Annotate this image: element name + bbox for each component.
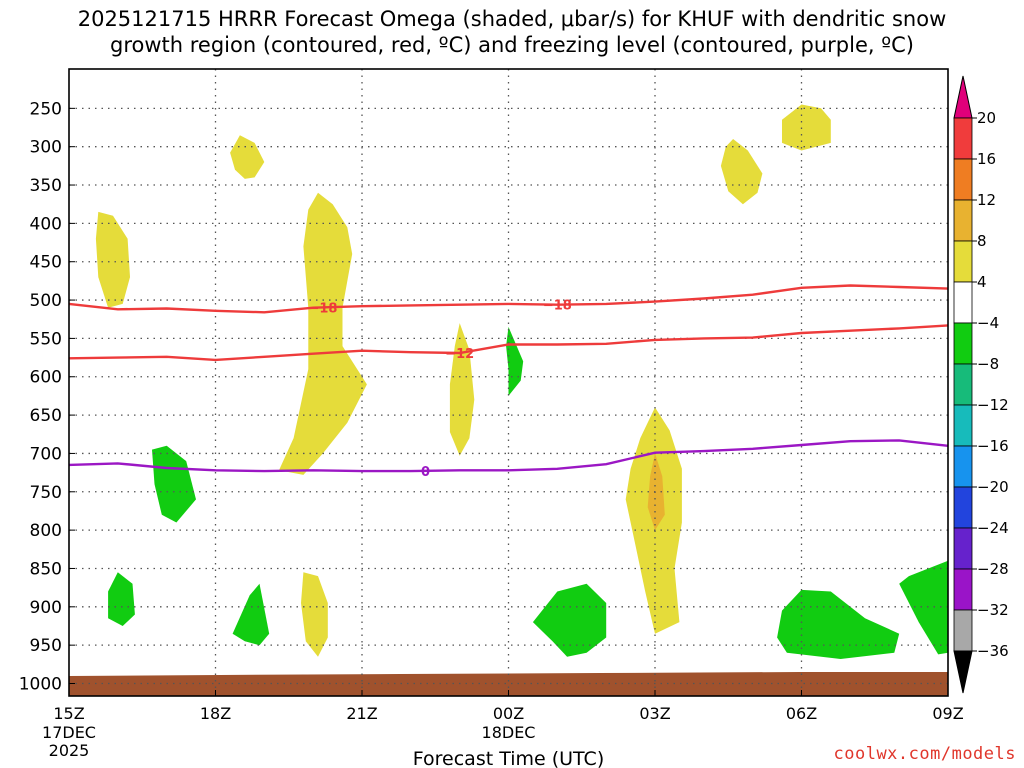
isotherm-label-0-0: 0 [421, 465, 430, 480]
omega-region-up-5 [301, 572, 328, 657]
omega-region-up-2 [230, 135, 265, 179]
xtick-label-15Z: 15Z [53, 704, 84, 723]
colorbar-label-7: −12 [977, 396, 1009, 414]
omega-region-up-core [647, 453, 665, 531]
ytick-label-350: 350 [30, 176, 62, 196]
colorbar-label-11: −28 [977, 560, 1009, 578]
ytick-label-250: 250 [30, 99, 62, 119]
colorbar-label-12: −32 [977, 601, 1009, 619]
isotherm-label--12-0: −12 [445, 347, 474, 362]
colorbar-label-9: −20 [977, 478, 1009, 496]
omega-region-dn-3 [232, 583, 270, 646]
colorbar-swatch-12 [953, 609, 973, 652]
omega-region-up-4 [449, 323, 475, 456]
omega-region-up-3 [279, 192, 367, 475]
ytick-label-500: 500 [30, 291, 62, 311]
ytick-label-700: 700 [30, 444, 62, 464]
ytick-label-850: 850 [30, 559, 62, 579]
xtick-label-03Z: 03Z [639, 704, 670, 723]
isotherm--18 [68, 284, 949, 314]
colorbar-swatch-11 [953, 568, 973, 611]
colorbar-label-8: −16 [977, 437, 1009, 455]
ytick-label-950: 950 [30, 636, 62, 656]
ytick-label-400: 400 [30, 214, 62, 234]
omega-region-dn-6 [777, 589, 900, 659]
xtick-label-18Z: 18Z [200, 704, 231, 723]
colorbar-swatch-9 [953, 486, 973, 529]
omega-region-dn-7 [899, 560, 948, 655]
colorbar-swatch-7 [953, 404, 973, 447]
colorbar-label-3: 8 [977, 232, 987, 250]
omega-region-dn-2 [108, 572, 135, 626]
colorbar-label-6: −8 [977, 355, 999, 373]
omega-region-dn-4 [506, 326, 524, 396]
colorbar-label-0: 20 [977, 109, 996, 127]
colorbar-swatch-1 [953, 158, 973, 201]
ytick-label-300: 300 [30, 138, 62, 158]
ytick-label-900: 900 [30, 598, 62, 618]
omega-region-up-8 [782, 104, 831, 151]
colorbar-swatch-6 [953, 363, 973, 406]
ytick-label-800: 800 [30, 521, 62, 541]
chart-title-line1: 2025121715 HRRR Forecast Omega (shaded, … [77, 7, 947, 31]
isotherm-0 [68, 439, 949, 473]
ytick-label-650: 650 [30, 406, 62, 426]
ytick-label-1000: 1000 [19, 674, 62, 694]
colorbar-swatch-10 [953, 527, 973, 570]
xtick-label-00Z: 00Z [493, 704, 524, 723]
colorbar-top-arrow [953, 75, 973, 119]
colorbar-label-5: −4 [977, 314, 999, 332]
colorbar-swatch-2 [953, 199, 973, 242]
colorbar-label-1: 16 [977, 150, 996, 168]
xtick-label-06Z: 06Z [786, 704, 817, 723]
xtick-year-2025: 2025 [49, 741, 90, 760]
ytick-label-450: 450 [30, 253, 62, 273]
isotherm-label--18-1: −18 [543, 299, 572, 314]
xtick-sub-18DEC: 18DEC [482, 723, 536, 742]
omega-region-dn-5 [532, 583, 607, 657]
colorbar-swatch-0 [953, 117, 973, 160]
ytick-label-550: 550 [30, 329, 62, 349]
omega-region-up-7 [720, 139, 763, 205]
isotherm-label--18-0: −18 [308, 301, 337, 316]
plot-frame [68, 68, 949, 697]
chart-title-line2: growth region (contoured, red, ºC) and f… [110, 33, 914, 57]
colorbar-swatch-5 [953, 322, 973, 365]
colorbar-label-10: −24 [977, 519, 1009, 537]
colorbar-swatch-3 [953, 240, 973, 283]
ytick-label-600: 600 [30, 368, 62, 388]
omega-region-dn-1 [152, 445, 196, 523]
omega-region-up-1 [95, 211, 130, 308]
colorbar-swatch-4 [953, 281, 973, 324]
ytick-label-750: 750 [30, 483, 62, 503]
x-axis-title: Forecast Time (UTC) [413, 748, 604, 768]
colorbar-swatch-8 [953, 445, 973, 488]
site-credit[interactable]: coolwx.com/models [833, 744, 1016, 764]
colorbar-label-13: −36 [977, 642, 1009, 660]
colorbar-bottom-arrow [953, 650, 973, 694]
colorbar-label-2: 12 [977, 191, 996, 209]
xtick-sub-17DEC: 17DEC [42, 723, 96, 742]
colorbar-label-4: 4 [977, 273, 987, 291]
isotherm--12 [68, 324, 949, 362]
xtick-label-21Z: 21Z [346, 704, 377, 723]
terrain-ground [69, 672, 948, 696]
xtick-label-09Z: 09Z [932, 704, 963, 723]
